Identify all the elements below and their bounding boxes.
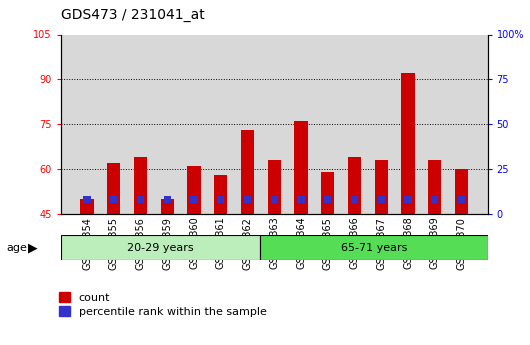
Text: GDS473 / 231041_at: GDS473 / 231041_at <box>61 8 205 22</box>
Bar <box>348 157 361 214</box>
Bar <box>83 196 91 204</box>
Bar <box>214 175 227 214</box>
Bar <box>351 196 358 204</box>
Bar <box>134 157 147 214</box>
Bar <box>297 196 305 204</box>
Text: 20-29 years: 20-29 years <box>127 243 194 253</box>
Bar <box>324 196 331 204</box>
Bar <box>404 196 412 204</box>
Bar <box>244 196 251 204</box>
Bar <box>377 196 385 204</box>
Legend: count, percentile rank within the sample: count, percentile rank within the sample <box>58 292 267 317</box>
Bar <box>458 196 465 204</box>
Bar <box>110 196 118 204</box>
Bar <box>107 163 120 214</box>
Bar <box>401 73 414 214</box>
Bar <box>321 172 334 214</box>
Text: 65-71 years: 65-71 years <box>341 243 407 253</box>
Bar <box>187 166 201 214</box>
Bar <box>268 160 281 214</box>
Text: age: age <box>6 243 27 253</box>
Bar <box>260 235 488 260</box>
Bar <box>455 169 468 214</box>
Bar <box>190 196 198 204</box>
Bar <box>271 196 278 204</box>
Text: ▶: ▶ <box>28 241 37 254</box>
Bar <box>164 196 171 204</box>
Bar <box>81 199 94 214</box>
Bar <box>294 121 308 214</box>
Bar <box>161 199 174 214</box>
Bar <box>431 196 438 204</box>
Bar <box>217 196 224 204</box>
Bar <box>428 160 441 214</box>
Bar <box>137 196 144 204</box>
Bar <box>61 235 260 260</box>
Bar <box>241 130 254 214</box>
Bar <box>375 160 388 214</box>
